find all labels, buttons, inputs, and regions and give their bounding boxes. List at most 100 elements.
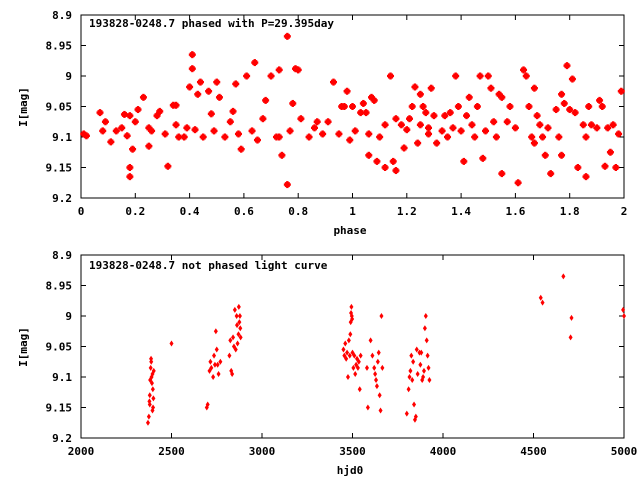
data-point	[231, 334, 236, 341]
data-point	[235, 322, 240, 329]
data-point	[156, 107, 164, 115]
data-point	[416, 90, 424, 98]
data-point	[408, 103, 416, 110]
data-point	[297, 115, 305, 123]
data-point	[216, 370, 221, 377]
data-point	[283, 181, 291, 189]
data-point	[236, 303, 241, 310]
unphased-y-tick-label: 9	[65, 310, 72, 323]
data-point	[412, 401, 417, 408]
data-point	[335, 130, 343, 138]
data-point	[574, 164, 582, 171]
data-point	[131, 118, 139, 126]
data-point	[492, 133, 500, 141]
data-point	[214, 346, 219, 353]
phased-y-tick-label: 9.15	[46, 162, 73, 175]
data-point	[476, 72, 484, 80]
data-point	[99, 127, 107, 135]
data-point	[286, 127, 294, 135]
data-point	[196, 78, 204, 86]
data-point	[438, 127, 446, 135]
data-point	[403, 126, 411, 134]
data-point	[215, 361, 220, 368]
data-point	[365, 130, 373, 138]
data-point	[186, 83, 194, 91]
data-point	[212, 361, 217, 368]
data-point	[425, 352, 430, 359]
data-point	[210, 127, 218, 135]
data-point	[381, 121, 389, 129]
data-point	[427, 377, 432, 384]
data-point	[183, 124, 191, 132]
data-point	[344, 355, 349, 362]
data-point	[582, 133, 590, 141]
data-point	[237, 145, 245, 153]
data-point	[305, 133, 313, 141]
phased-x-tick-label: 0.2	[125, 205, 145, 218]
phased-y-ticks: 8.9 8.95 9 9.05 9.1 9.15 9.2	[46, 9, 624, 205]
data-point	[419, 103, 427, 110]
data-point	[411, 83, 419, 91]
phased-x-tick-label: 1.6	[505, 205, 525, 218]
data-point	[495, 90, 503, 98]
data-point	[375, 358, 380, 365]
unphased-x-tick-label: 2500	[158, 445, 185, 458]
data-point	[593, 124, 601, 132]
data-point	[568, 334, 573, 341]
phased-y-tick-label: 9.2	[52, 192, 72, 205]
data-point	[209, 364, 214, 371]
data-point	[251, 59, 259, 67]
data-point	[621, 306, 626, 313]
data-point	[392, 167, 400, 175]
data-point	[234, 130, 242, 138]
data-point	[468, 121, 476, 129]
data-point	[180, 133, 188, 141]
phased-y-tick-label: 9.1	[52, 131, 72, 144]
data-point	[522, 72, 530, 80]
data-point	[365, 404, 370, 411]
data-point	[188, 51, 196, 59]
data-point	[118, 124, 126, 132]
data-point	[387, 72, 395, 80]
data-point	[533, 112, 541, 120]
data-point	[560, 99, 568, 107]
data-point	[150, 407, 155, 414]
phased-x-ticks: 0 0.2 0.4 0.6 0.8 1 1.2 1.4 1.6 1.8 2	[78, 15, 627, 218]
data-point	[377, 392, 382, 399]
data-point	[346, 337, 351, 344]
data-point	[433, 139, 441, 147]
data-point	[226, 118, 234, 126]
data-point	[408, 367, 413, 374]
unphased-plot-title: 193828-0248.7 not phased light curve	[89, 259, 328, 272]
data-point	[561, 273, 566, 280]
data-point	[569, 314, 574, 321]
data-point	[248, 127, 256, 135]
data-point	[380, 364, 385, 371]
data-point	[238, 334, 243, 341]
data-point	[449, 124, 457, 132]
data-point	[172, 101, 180, 109]
data-point	[199, 133, 207, 141]
unphased-x-tick-label: 5000	[611, 445, 638, 458]
data-point	[112, 127, 120, 135]
phased-panel: 193828-0248.7 phased with P=29.395day ph…	[17, 9, 627, 237]
data-point	[356, 358, 361, 365]
data-point	[598, 103, 606, 110]
unphased-x-tick-label: 3000	[249, 445, 276, 458]
data-point	[406, 386, 411, 393]
data-point	[609, 121, 617, 129]
data-point	[243, 72, 251, 80]
data-point	[538, 294, 543, 301]
data-point	[364, 364, 369, 371]
data-point	[172, 121, 180, 129]
data-point	[188, 65, 196, 73]
phased-x-tick-label: 1.2	[397, 205, 417, 218]
unphased-plot-frame	[80, 254, 625, 439]
data-point	[587, 121, 595, 129]
data-point	[424, 337, 429, 344]
data-point	[348, 331, 353, 338]
data-point	[585, 103, 593, 110]
data-point	[153, 112, 161, 120]
data-point	[221, 133, 229, 141]
data-point	[324, 118, 332, 126]
